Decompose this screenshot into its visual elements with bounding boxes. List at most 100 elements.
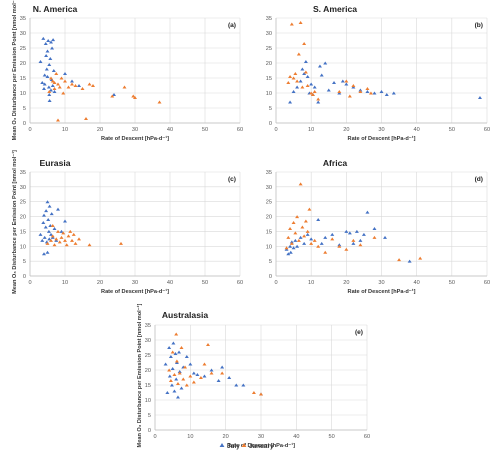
x-tick-label: 10	[308, 127, 314, 133]
data-point	[303, 70, 308, 74]
data-point	[372, 235, 377, 239]
y-tick-label: 10	[145, 398, 151, 404]
x-tick-label: 30	[378, 127, 384, 133]
data-point	[220, 365, 225, 369]
data-point	[179, 386, 184, 390]
x-tick-label: 50	[449, 280, 455, 286]
data-point	[384, 93, 389, 96]
data-point	[77, 237, 81, 241]
data-point	[175, 382, 180, 385]
data-point	[296, 52, 301, 56]
data-point	[167, 346, 172, 349]
x-tick-label: 60	[237, 280, 243, 286]
data-point	[302, 42, 307, 45]
data-point	[298, 182, 303, 186]
data-point	[317, 64, 322, 68]
series-january	[286, 21, 373, 101]
data-point	[170, 350, 175, 354]
y-tick-label: 0	[269, 121, 272, 127]
data-point	[293, 72, 298, 75]
data-point	[309, 82, 314, 86]
data-point	[288, 75, 293, 78]
data-point	[42, 213, 46, 217]
x-tick-label: 60	[484, 280, 490, 286]
panel-label: (a)	[228, 22, 236, 29]
data-point	[47, 237, 52, 241]
data-point	[41, 221, 46, 225]
data-point	[289, 241, 294, 245]
data-point	[71, 232, 76, 236]
y-tick-label: 25	[266, 46, 272, 52]
series-january	[284, 182, 423, 262]
data-point	[288, 250, 293, 254]
x-tick-label: 60	[237, 127, 243, 133]
data-point	[302, 241, 307, 245]
data-point	[300, 225, 305, 229]
data-point	[234, 383, 239, 387]
data-point	[122, 85, 127, 89]
data-point	[340, 79, 345, 83]
y-tick-label: 10	[20, 91, 26, 97]
data-point	[44, 67, 49, 71]
data-point	[57, 240, 62, 244]
data-point	[188, 374, 193, 378]
data-point	[323, 235, 328, 239]
data-point	[173, 352, 178, 355]
y-tick-label: 25	[20, 200, 26, 206]
data-point	[63, 238, 67, 242]
data-point	[286, 81, 291, 84]
data-point	[198, 376, 203, 379]
series-july	[288, 60, 482, 104]
data-point	[52, 226, 57, 230]
data-point	[303, 60, 308, 63]
data-point	[337, 90, 342, 93]
y-tick-label: 15	[266, 76, 272, 82]
y-tick-label: 30	[20, 31, 26, 37]
x-tick-label: 20	[97, 127, 103, 133]
data-point	[418, 256, 423, 260]
x-tick-label: 0	[28, 280, 31, 286]
data-point	[45, 49, 50, 53]
data-point	[49, 238, 53, 242]
data-point	[73, 241, 78, 245]
data-point	[54, 237, 59, 241]
data-point	[286, 252, 291, 256]
y-tick-label: 0	[23, 121, 26, 127]
x-tick-label: 60	[364, 434, 370, 440]
legend-marker-icon	[241, 443, 247, 447]
data-point	[49, 40, 53, 44]
data-point	[167, 368, 172, 372]
x-tick-label: 20	[343, 127, 349, 133]
x-tick-label: 20	[223, 434, 229, 440]
x-tick-label: 30	[258, 434, 264, 440]
y-tick-label: 20	[266, 61, 272, 67]
data-point	[195, 373, 200, 376]
data-point	[220, 371, 225, 375]
data-point	[42, 87, 46, 90]
data-point	[295, 85, 300, 89]
data-point	[358, 90, 363, 93]
x-tick-label: 30	[132, 280, 138, 286]
data-point	[307, 207, 312, 211]
scatter-panel-5: 0 5 10 15 20 25 30 35 0 10 20 30 40 50 60 Australasia (e…	[136, 303, 370, 449]
data-point	[183, 365, 188, 369]
data-point	[45, 241, 50, 245]
data-point	[379, 90, 384, 93]
y-tick-label: 35	[20, 170, 26, 176]
y-tick-label: 35	[20, 16, 26, 22]
data-point	[112, 93, 116, 96]
data-point	[46, 229, 51, 233]
scatter-panel-3: 0 5 10 15 20 25 30 35 0 10 20 30 40 50 60 Eurasia (c) Rat…	[11, 150, 243, 295]
gridlines	[29, 17, 241, 124]
x-axis-label: Rate of Descent [hPa-d⁻¹]	[348, 288, 416, 295]
data-point	[47, 204, 52, 208]
data-point	[47, 93, 52, 96]
data-point	[59, 76, 64, 80]
y-axis-label: Mean O₃ Disturbance per Emission Point […	[11, 0, 18, 140]
data-point	[59, 229, 64, 233]
data-point	[61, 231, 66, 235]
data-point	[358, 243, 363, 247]
data-point	[305, 84, 310, 87]
data-point	[397, 258, 402, 262]
data-point	[344, 79, 349, 83]
